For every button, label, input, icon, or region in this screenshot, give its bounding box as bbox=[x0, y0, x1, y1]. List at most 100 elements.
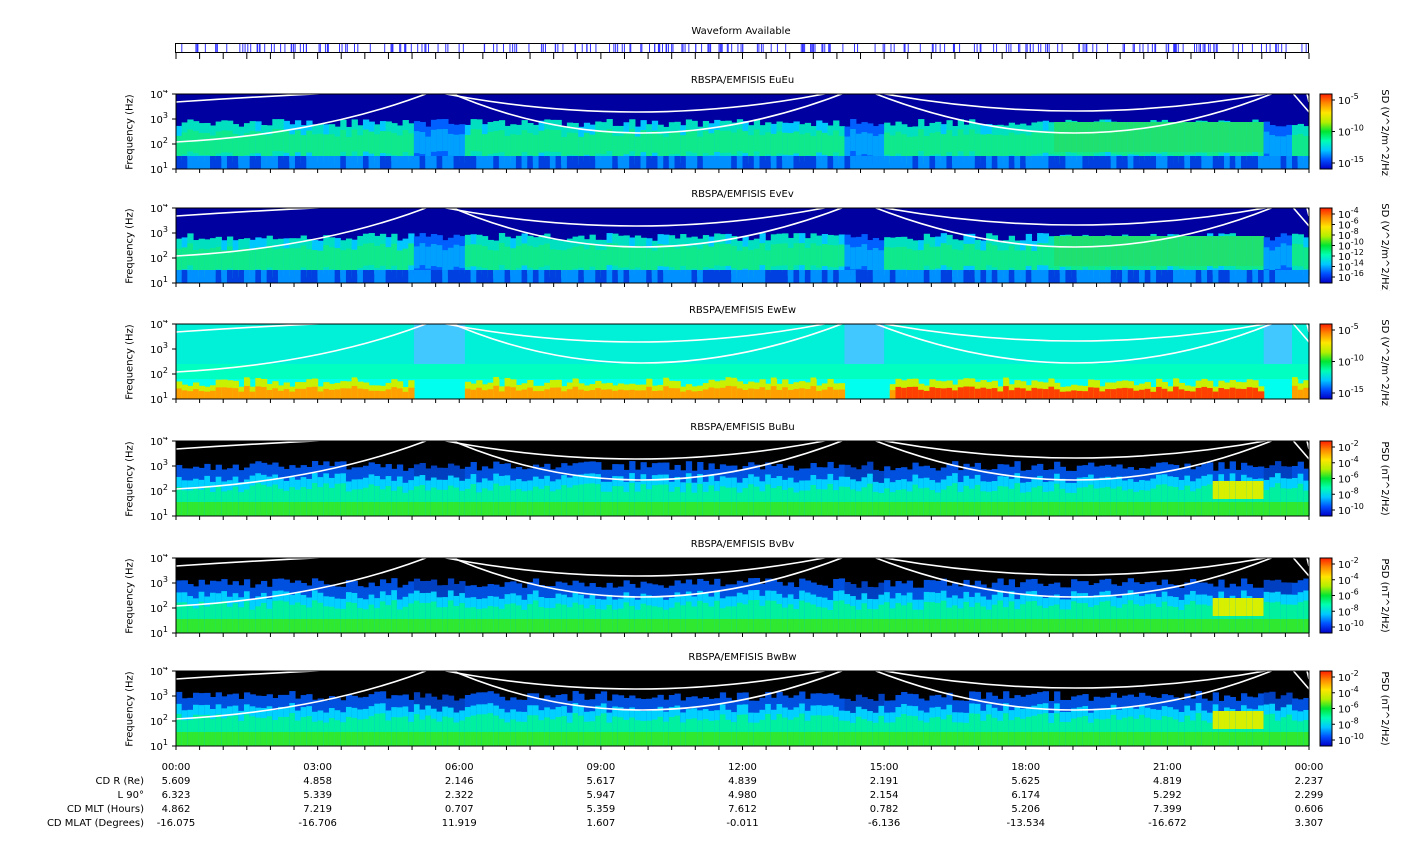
y-tick-label: 103 bbox=[150, 688, 168, 703]
ephemeris-value: 5.947 bbox=[586, 790, 616, 801]
y-tick-label: 102 bbox=[150, 600, 168, 615]
colorbar-label-eueu: PSD (V^2/m^2/Hz) bbox=[1379, 90, 1390, 177]
y-tick-label: 103 bbox=[150, 111, 168, 126]
cyclotron-curve bbox=[443, 90, 853, 134]
ephemeris-value: -16.672 bbox=[1148, 818, 1187, 829]
ephemeris-value: 2.154 bbox=[869, 790, 899, 801]
cyclotron-curve bbox=[175, 437, 407, 450]
panel-title-evev: RBSPA/EMFISIS EvEv bbox=[691, 189, 794, 200]
cyclotron-curve bbox=[863, 667, 1287, 689]
spectrogram-evev: 10410310210110-410-610-810-1010-1210-141… bbox=[150, 204, 1390, 291]
ephemeris-value: 7.399 bbox=[1153, 804, 1182, 815]
cyclotron-curve bbox=[175, 667, 407, 680]
time-tick-label: 03:00 bbox=[303, 762, 333, 773]
ephemeris-value: 7.612 bbox=[728, 804, 757, 815]
ephemeris-value: 0.606 bbox=[1294, 804, 1324, 815]
colorbar-tick: 10-5 bbox=[1338, 322, 1359, 337]
cyclotron-curve bbox=[425, 204, 845, 227]
panel-title-ewew: RBSPA/EMFISIS EwEw bbox=[688, 305, 797, 316]
time-tick-label: 09:00 bbox=[586, 762, 616, 773]
cyclotron-curve bbox=[175, 554, 407, 567]
spectrogram-bwbw: 104 103 102 101 10-210-410-610-810-10 PSD (nT… bbox=[150, 667, 1390, 753]
ephemeris-value: 5.292 bbox=[1153, 790, 1182, 801]
ephemeris-value: 6.174 bbox=[1011, 790, 1041, 801]
colorbar-eueu bbox=[1319, 93, 1333, 170]
ephemeris-value: -16.075 bbox=[156, 818, 196, 829]
ephemeris-value: 1.607 bbox=[586, 818, 616, 829]
ephemeris-value: 0.707 bbox=[444, 804, 474, 815]
y-tick-label: 101 bbox=[150, 275, 168, 290]
colorbar-tick: 10-8 bbox=[1338, 716, 1359, 731]
colorbar-tick: 10-15 bbox=[1338, 155, 1364, 170]
ephemeris-value: -16.706 bbox=[298, 818, 337, 829]
y-tick-label: 102 bbox=[150, 136, 168, 151]
cyclotron-curve bbox=[865, 667, 1282, 711]
ephemeris-value: 11.919 bbox=[441, 818, 477, 829]
cyclotron-curve bbox=[425, 437, 845, 460]
cyclotron-curve bbox=[865, 554, 1282, 598]
colorbar-tick: 10-4 bbox=[1338, 455, 1359, 470]
colorbar-evev bbox=[1319, 207, 1333, 284]
colorbar-tick: 10-15 bbox=[1338, 385, 1364, 400]
ephemeris-value: 5.359 bbox=[586, 804, 616, 815]
y-tick-label: 101 bbox=[150, 508, 168, 523]
ephemeris-value: 2.237 bbox=[1294, 776, 1324, 787]
y-tick-label: 101 bbox=[150, 738, 168, 753]
cyclotron-curve bbox=[443, 320, 853, 364]
colorbar-tick: 10-6 bbox=[1338, 588, 1359, 603]
cyclotron-curve bbox=[175, 667, 437, 720]
y-tick-label: 101 bbox=[150, 391, 168, 406]
y-tick-label: 104 bbox=[150, 437, 168, 448]
cyclotron-curve bbox=[863, 204, 1287, 226]
cyclotron-curve bbox=[865, 320, 1282, 364]
ephemeris-value: 2.299 bbox=[1294, 790, 1324, 801]
ephemeris-value: 5.617 bbox=[586, 776, 616, 787]
ephemeris-value: 2.146 bbox=[444, 776, 474, 787]
y-tick-label: 102 bbox=[150, 713, 168, 728]
colorbar-label-ewew: PSD (V^2/m^2/Hz) bbox=[1379, 320, 1390, 407]
cyclotron-curve bbox=[863, 554, 1287, 576]
spectrogram-bubu: 104 103 102 101 10-210-410-610-810-10 PSD (nT… bbox=[150, 437, 1390, 523]
cyclotron-curve bbox=[443, 204, 853, 248]
ephemeris-value: 2.322 bbox=[444, 790, 474, 801]
cyclotron-curve bbox=[863, 90, 1287, 112]
cyclotron-curve bbox=[443, 554, 853, 598]
ephemeris-value: 5.206 bbox=[1011, 804, 1041, 815]
ephemeris-label: CD MLAT (Degrees) bbox=[46, 818, 144, 829]
y-tick-label: 102 bbox=[150, 483, 168, 498]
y-tick-label: 103 bbox=[150, 458, 168, 473]
y-tick-label: 102 bbox=[150, 366, 168, 381]
ephemeris-value: 2.191 bbox=[869, 776, 899, 787]
cyclotron-curve bbox=[865, 204, 1282, 248]
ephemeris-value: 6.323 bbox=[161, 790, 191, 801]
time-tick-label: 18:00 bbox=[1011, 762, 1041, 773]
y-tick-label: 104 bbox=[150, 320, 168, 331]
ephemeris-value: 3.307 bbox=[1294, 818, 1324, 829]
waveform-title: Waveform Available bbox=[691, 26, 791, 37]
colorbar-label-bvbv: PSD (nT^2/Hz) bbox=[1379, 558, 1390, 632]
y-tick-label: 104 bbox=[150, 667, 168, 678]
cyclotron-curve bbox=[425, 554, 845, 577]
colorbar-tick: 10-5 bbox=[1338, 92, 1359, 107]
y-tick-label: 101 bbox=[150, 161, 168, 176]
panel-title-eueu: RBSPA/EMFISIS EuEu bbox=[690, 75, 795, 86]
cyclotron-curve bbox=[175, 554, 437, 607]
cyclotron-curve bbox=[863, 320, 1287, 342]
colorbar-label-evev: PSD (V^2/m^2/Hz) bbox=[1379, 204, 1390, 291]
cyclotron-curve bbox=[175, 320, 407, 333]
cyclotron-curve bbox=[865, 437, 1282, 481]
colorbar-tick: 10-2 bbox=[1338, 439, 1359, 454]
ephemeris-label: CD R (Re) bbox=[95, 776, 144, 787]
ephemeris-value: 5.339 bbox=[303, 790, 332, 801]
y-tick-label: 104 bbox=[150, 554, 168, 565]
ephemeris-value: 4.819 bbox=[1153, 776, 1182, 787]
cyclotron-curve bbox=[443, 437, 853, 481]
colorbar-tick: 10-4 bbox=[1338, 572, 1359, 587]
panel-title-bwbw: RBSPA/EMFISIS BwBw bbox=[688, 652, 797, 663]
waveform-strip bbox=[175, 43, 1310, 59]
colorbar-tick: 10-10 bbox=[1338, 354, 1364, 369]
ephemeris-value: 0.782 bbox=[869, 804, 899, 815]
ephemeris-value: 4.839 bbox=[728, 776, 757, 787]
cyclotron-curve bbox=[863, 437, 1287, 459]
ephemeris-value: -0.011 bbox=[726, 818, 759, 829]
